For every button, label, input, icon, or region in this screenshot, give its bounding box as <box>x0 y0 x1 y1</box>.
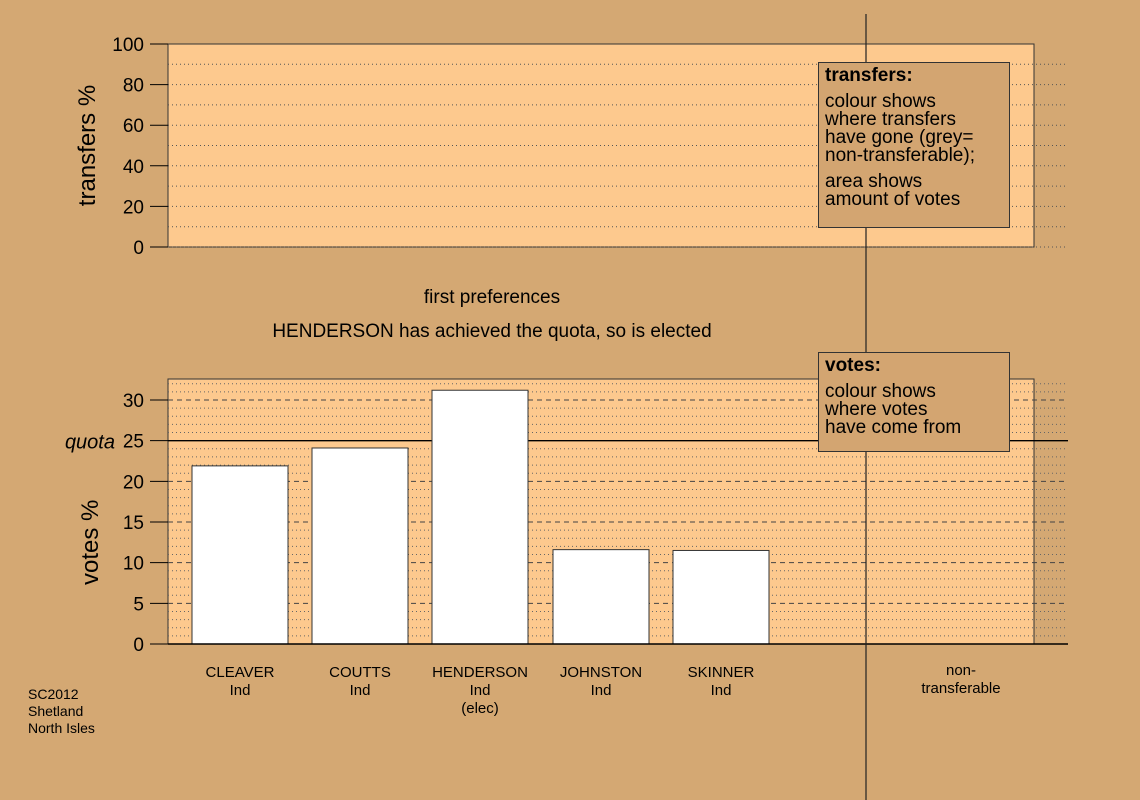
category-party-label: Ind <box>230 682 251 699</box>
bar-coutts <box>311 447 409 645</box>
category-party-label: Ind <box>470 682 491 699</box>
chart-subtitle: HENDERSON has achieved the quota, so is … <box>272 321 712 342</box>
transfers-y-tick-label: 100 <box>112 35 144 56</box>
transfers-y-tick-label: 20 <box>123 197 144 218</box>
transfers-legend-line: colour shows <box>825 91 936 112</box>
quota-label: quota <box>65 432 115 454</box>
category-label: SKINNER <box>688 664 755 681</box>
transfers-legend: transfers: colour shows where transfers … <box>818 62 1010 228</box>
transfers-y-tick-label: 40 <box>123 157 144 178</box>
caption-line: North Isles <box>28 720 95 736</box>
bar-skinner <box>672 549 770 645</box>
transfers-legend-line: amount of votes <box>825 189 961 210</box>
category-note-label: (elec) <box>461 700 499 717</box>
bar-cleaver <box>191 465 289 645</box>
transfers-y-tick-label: 80 <box>123 76 144 97</box>
votes-y-axis-label: votes % <box>77 500 104 585</box>
votes-legend-title: votes: <box>825 355 881 376</box>
transfers-legend-line: non-transferable); <box>825 145 975 166</box>
category-label: HENDERSON <box>432 664 528 681</box>
votes-y-tick-label: 10 <box>123 554 144 575</box>
non-transferable-label: transferable <box>921 680 1000 697</box>
transfers-y-tick-label: 60 <box>123 116 144 137</box>
transfers-legend-line: have gone (grey= <box>825 127 974 148</box>
votes-legend: votes: colour shows where votes have com… <box>818 352 1010 452</box>
votes-legend-line: where votes <box>825 399 928 420</box>
category-party-label: Ind <box>591 682 612 699</box>
transfers-legend-line: where transfers <box>825 109 956 130</box>
transfers-y-tick-label: 0 <box>133 238 144 259</box>
caption-line: SC2012 <box>28 686 79 702</box>
votes-y-tick-label: 5 <box>133 594 144 615</box>
non-transferable-label: non- <box>946 662 976 679</box>
category-label: CLEAVER <box>206 664 275 681</box>
votes-y-tick-label: 30 <box>123 391 144 412</box>
votes-y-tick-label: 15 <box>123 513 144 534</box>
transfers-legend-line: area shows <box>825 171 923 192</box>
election-caption: SC2012 Shetland North Isles <box>28 686 95 737</box>
transfers-legend-title: transfers: <box>825 65 913 86</box>
category-party-label: Ind <box>350 682 371 699</box>
category-party-label: Ind <box>711 682 732 699</box>
votes-y-tick-label: 20 <box>123 472 144 493</box>
bar-henderson <box>431 389 529 645</box>
transfers-y-axis-label: transfers % <box>74 85 101 206</box>
category-label: COUTTS <box>329 664 391 681</box>
votes-legend-line: have come from <box>825 417 962 438</box>
chart-title: first preferences <box>423 287 561 308</box>
caption-line: Shetland <box>28 703 84 719</box>
votes-legend-line: colour shows <box>825 381 936 402</box>
votes-y-tick-label: 0 <box>133 635 144 656</box>
category-label: JOHNSTON <box>560 664 642 681</box>
bar-johnston <box>552 549 650 645</box>
votes-y-tick-label: 25 <box>123 432 144 453</box>
